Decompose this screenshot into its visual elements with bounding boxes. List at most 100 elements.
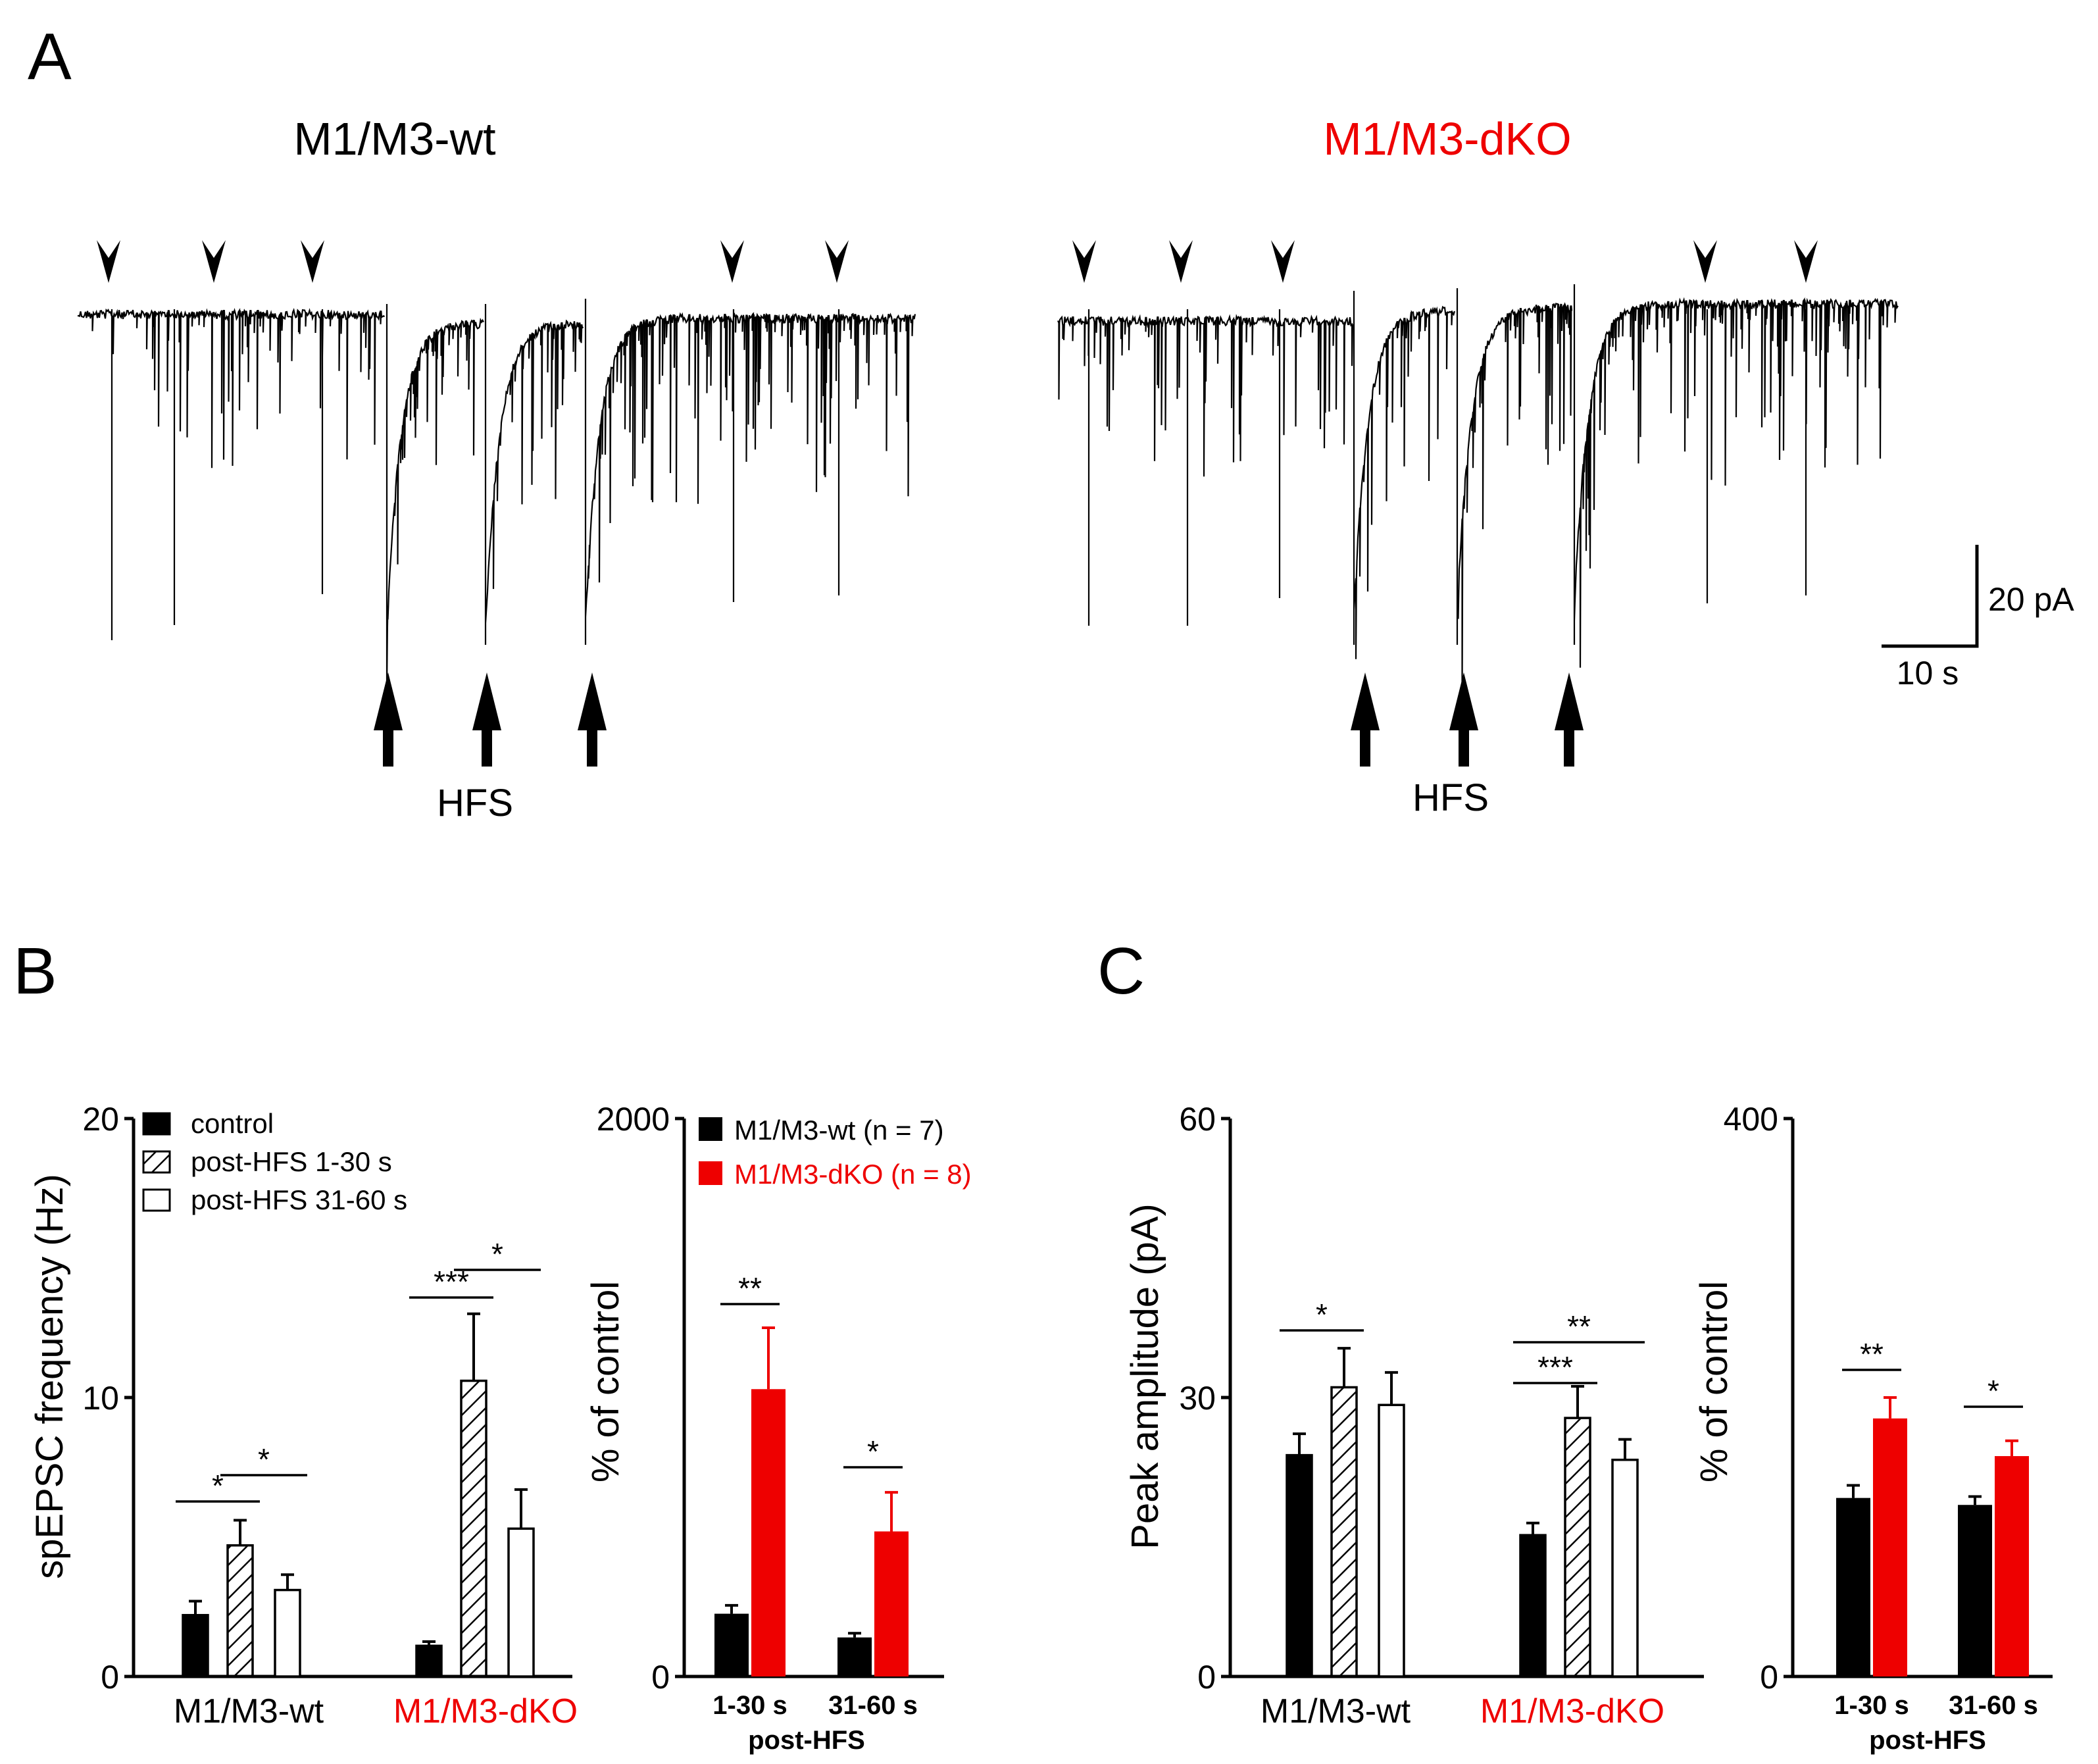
y-tick-label: 2000	[597, 1101, 670, 1138]
panel-a-letter: A	[28, 20, 72, 93]
significance-label: **	[1860, 1337, 1884, 1371]
bar-dko	[874, 1531, 909, 1676]
significance-label: *	[491, 1237, 503, 1271]
bar-solid	[415, 1644, 443, 1678]
hfs-arrow-icon	[472, 672, 501, 767]
legend-swatch-dko	[699, 1161, 722, 1185]
bar-solid	[182, 1613, 209, 1678]
bar-open	[1611, 1458, 1639, 1678]
chart-b2-bars: ***	[714, 1271, 909, 1676]
chart-b2-category-31-60: 31-60 s	[828, 1691, 918, 1720]
y-tick-label: 30	[1179, 1380, 1216, 1417]
chart-b1-group-label-dko: M1/M3-dKO	[393, 1692, 578, 1730]
chart-c2-category-1-30: 1-30 s	[1834, 1691, 1909, 1720]
y-tick-label: 0	[101, 1659, 119, 1696]
arrowhead-markers	[97, 240, 1818, 283]
bar-wt	[714, 1613, 749, 1676]
bar-hatched	[1564, 1417, 1591, 1678]
significance-label: **	[738, 1271, 762, 1305]
bar-wt	[1836, 1498, 1870, 1676]
significance-label: *	[867, 1434, 879, 1469]
chart-c1-y-ticks: 0 30 60	[1179, 1101, 1230, 1696]
hfs-arrows	[374, 672, 1584, 767]
legend-label-post-hfs-1-30: post-HFS 1-30 s	[191, 1146, 392, 1177]
chart-c2-y-ticks: 0 400	[1724, 1101, 1793, 1696]
dko-trace-title: M1/M3-dKO	[1323, 113, 1571, 164]
chart-b2-legend: M1/M3-wt (n = 7) M1/M3-dKO (n = 8)	[699, 1115, 972, 1190]
chart-c2-x-label: post-HFS	[1869, 1726, 1986, 1755]
bar-hatched	[226, 1544, 254, 1678]
chart-b1-bars: ******	[176, 1237, 541, 1678]
bar-open	[1378, 1403, 1405, 1678]
dko-hfs-label: HFS	[1412, 776, 1489, 819]
y-tick-label: 0	[651, 1659, 670, 1696]
event-arrowhead-icon	[825, 240, 849, 283]
y-tick-label: 0	[1197, 1659, 1216, 1696]
hfs-arrow-icon	[1351, 672, 1380, 767]
bar-wt	[1958, 1505, 1992, 1676]
bar-dko	[1873, 1418, 1907, 1676]
chart-b1-y-ticks: 0 10 20	[82, 1101, 134, 1696]
significance-label: *	[212, 1469, 224, 1503]
chart-c1-group-label-wt: M1/M3-wt	[1261, 1692, 1411, 1730]
panel-b-letter: B	[13, 934, 57, 1008]
y-tick-label: 400	[1724, 1101, 1778, 1138]
bar-wt	[837, 1637, 872, 1676]
chart-c2-category-31-60: 31-60 s	[1949, 1691, 2038, 1720]
bar-open	[507, 1527, 535, 1678]
legend-label-post-hfs-31-60: post-HFS 31-60 s	[191, 1184, 407, 1215]
legend-label-wt: M1/M3-wt (n = 7)	[734, 1115, 944, 1146]
y-tick-label: 0	[1760, 1659, 1778, 1696]
chart-b1-legend: control post-HFS 1-30 s post-HFS 31-60 s	[142, 1108, 407, 1215]
chart-c1-group-label-dko: M1/M3-dKO	[1480, 1692, 1664, 1730]
significance-label: *	[1987, 1374, 1999, 1408]
scale-bar-lines	[1882, 545, 1979, 648]
chart-b2-y-ticks: 0 2000	[597, 1101, 684, 1696]
event-arrowhead-icon	[97, 240, 120, 283]
event-arrowhead-icon	[1271, 240, 1295, 283]
y-tick-label: 20	[82, 1101, 119, 1138]
legend-swatch-wt	[699, 1117, 722, 1141]
event-arrowhead-icon	[1072, 240, 1096, 283]
hfs-arrow-icon	[1449, 672, 1478, 767]
bar-open	[274, 1588, 301, 1678]
legend-label-dko: M1/M3-dKO (n = 8)	[734, 1159, 972, 1190]
event-arrowhead-icon	[301, 240, 324, 283]
event-arrowhead-icon	[1169, 240, 1193, 283]
scale-bar: 20 pA 10 s	[1882, 545, 2074, 692]
legend-swatch-post-hfs-1-30	[142, 1150, 171, 1174]
significance-label: *	[1316, 1298, 1328, 1332]
dko-current-trace	[1057, 284, 1899, 693]
significance-label: **	[1567, 1309, 1591, 1344]
chart-b2-category-1-30: 1-30 s	[712, 1691, 787, 1720]
significance-label: ***	[1537, 1350, 1573, 1384]
chart-b2-y-label: % of control	[584, 1281, 627, 1482]
panel-c-letter: C	[1097, 934, 1145, 1008]
chart-c2-bars: ***	[1836, 1337, 2029, 1676]
wt-trace-title: M1/M3-wt	[293, 113, 495, 164]
bar-hatched	[1330, 1386, 1358, 1678]
event-arrowhead-icon	[1693, 240, 1717, 283]
y-tick-label: 10	[82, 1380, 119, 1417]
wt-hfs-label: HFS	[437, 782, 513, 824]
chart-c1-y-label: Peak amplitude (pA)	[1124, 1203, 1166, 1549]
legend-swatch-post-hfs-31-60	[142, 1188, 171, 1212]
bar-dko	[751, 1389, 786, 1676]
hfs-arrow-icon	[578, 672, 607, 767]
scale-bar-x-label: 10 s	[1897, 655, 1959, 692]
bar-solid	[1519, 1534, 1547, 1678]
y-tick-label: 60	[1179, 1101, 1216, 1138]
chart-b2-x-label: post-HFS	[748, 1726, 865, 1755]
significance-label: *	[258, 1442, 270, 1476]
hfs-arrow-icon	[1555, 672, 1584, 767]
chart-b1-y-label: spEPSC frequency (Hz)	[28, 1174, 71, 1579]
wt-current-trace	[77, 299, 916, 688]
scale-bar-y-label: 20 pA	[1988, 581, 2074, 618]
bar-dko	[1995, 1456, 2029, 1676]
legend-swatch-control	[142, 1112, 171, 1136]
event-arrowhead-icon	[720, 240, 744, 283]
